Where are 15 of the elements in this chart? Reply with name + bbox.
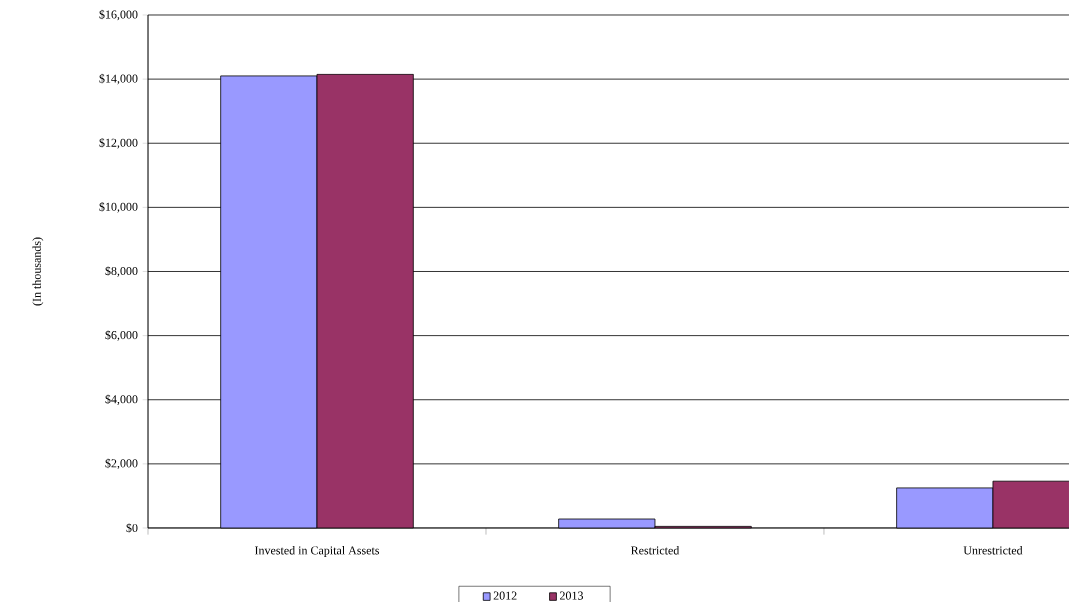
y-tick-label: $12,000	[99, 137, 138, 149]
y-tick-label: $0	[126, 523, 138, 533]
y-tick-label: $2,000	[105, 458, 138, 470]
x-tick-label: Invested in Capital Assets	[254, 546, 380, 557]
y-tick-label: $6,000	[105, 330, 138, 341]
x-tick-label: Unrestricted	[963, 546, 1023, 555]
y-axis-title: (In thousands)	[32, 237, 44, 306]
y-tick-label: $16,000	[99, 9, 138, 21]
x-tick-label: Restricted	[631, 546, 680, 555]
legend-label: 2013	[559, 591, 584, 600]
y-tick-label: $4,000	[105, 394, 138, 405]
legend-label: 2012	[493, 591, 517, 600]
y-tick-label: $10,000	[99, 202, 138, 213]
y-tick-label: $14,000	[99, 73, 138, 85]
y-tick-label: $8,000	[105, 266, 138, 277]
